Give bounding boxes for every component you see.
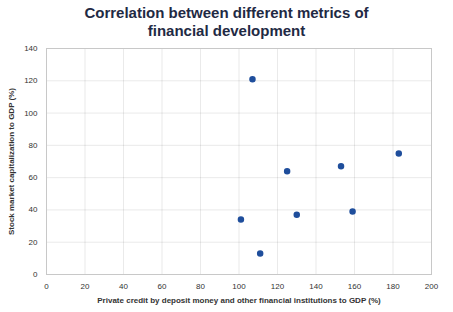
svg-text:120: 120 [271,282,285,291]
svg-text:180: 180 [386,282,400,291]
svg-text:100: 100 [24,109,38,118]
svg-text:60: 60 [29,173,38,182]
svg-text:40: 40 [119,282,128,291]
svg-text:80: 80 [196,282,205,291]
svg-text:200: 200 [425,282,439,291]
svg-text:140: 140 [309,282,323,291]
svg-text:60: 60 [158,282,167,291]
svg-text:0: 0 [44,282,49,291]
svg-text:0: 0 [33,270,38,279]
svg-text:80: 80 [29,141,38,150]
svg-text:100: 100 [232,282,246,291]
html-text:Correlation between different: Correlation between different metrics of… [84,4,369,39]
svg-text:Stock market capitalization to: Stock market capitalization to GDP (%) [7,88,16,235]
svg-text:140: 140 [24,44,38,53]
svg-text:120: 120 [24,76,38,85]
svg-text:40: 40 [29,205,38,214]
svg-text:20: 20 [81,282,90,291]
svg-text:Private credit by deposit mone: Private credit by deposit money and othe… [97,296,381,305]
svg-text:20: 20 [29,238,38,247]
svg-text:160: 160 [348,282,362,291]
